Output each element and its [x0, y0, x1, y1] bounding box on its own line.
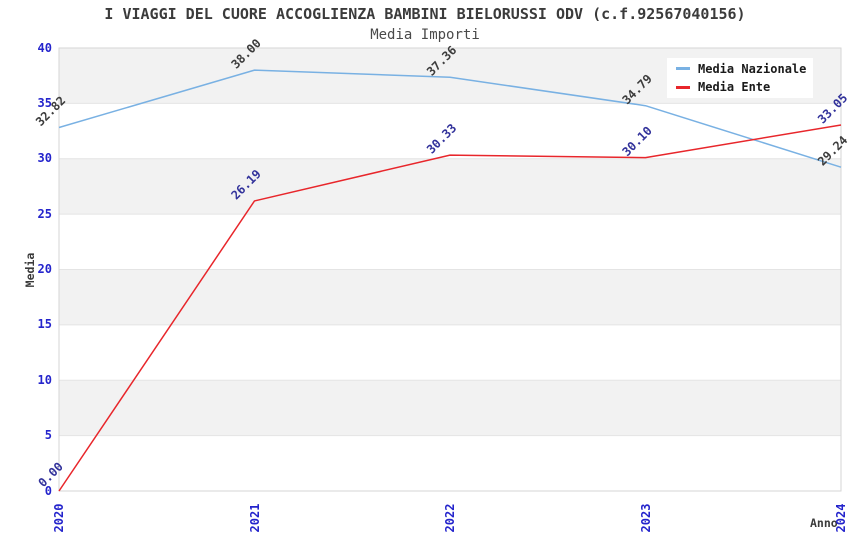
legend: Media Nazionale Media Ente	[667, 58, 813, 98]
series-line-media-nazionale	[58, 69, 842, 168]
legend-item-media-nazionale: Media Nazionale	[667, 61, 813, 77]
y-tick-label: 0	[44, 483, 52, 498]
grid-band	[59, 380, 841, 436]
data-point-label: 30.33	[424, 121, 459, 156]
y-tick-label: 5	[44, 428, 52, 443]
legend-label: Media Nazionale	[698, 61, 807, 76]
y-tick-label: 25	[37, 206, 52, 221]
plot-border	[58, 47, 842, 492]
y-tick-label: 10	[37, 372, 52, 387]
y-tick-label: 15	[37, 317, 52, 332]
y-tick-label: 35	[37, 95, 52, 110]
y-tick-label: 40	[37, 40, 52, 55]
series-line-media-ente	[58, 124, 842, 492]
chart-subtitle: Media Importi	[370, 27, 480, 43]
x-tick-label: 2022	[443, 503, 457, 533]
grid-band	[59, 158, 841, 215]
chart-title: I VIAGGI DEL CUORE ACCOGLIENZA BAMBINI B…	[104, 5, 746, 23]
data-point-label: 30.10	[619, 124, 654, 159]
line-swatch-icon	[676, 67, 690, 71]
line-swatch-icon	[676, 85, 690, 89]
y-tick-label: 20	[37, 262, 52, 276]
x-axis-label: Anno	[810, 516, 838, 530]
x-tick-label: 2023	[638, 503, 653, 533]
x-tick-label: 2024	[834, 503, 848, 533]
x-tick-label: 2020	[52, 503, 66, 533]
legend-item-media-ente: Media Ente	[667, 79, 813, 95]
x-tick-label: 2021	[247, 503, 262, 533]
legend-label: Media Ente	[698, 80, 771, 95]
y-tick-label: 30	[37, 151, 52, 166]
